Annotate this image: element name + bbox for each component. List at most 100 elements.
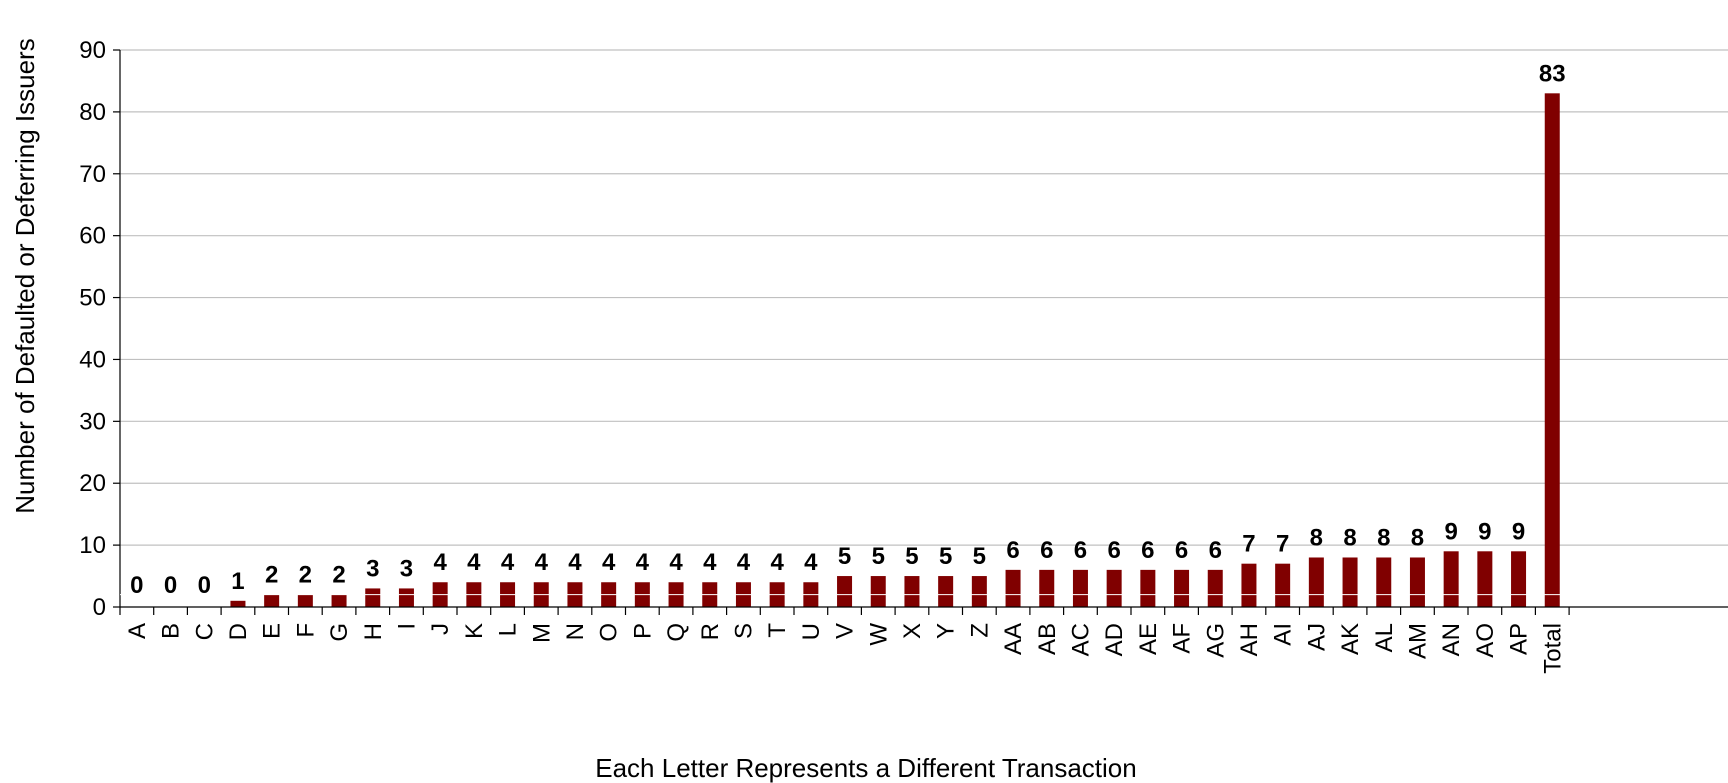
data-label-C: 0: [198, 572, 211, 599]
bar-G: [331, 594, 347, 607]
x-axis-title: Each Letter Represents a Different Trans…: [595, 753, 1136, 783]
bar-I: [398, 588, 414, 607]
x-tick-label-V: V: [832, 623, 859, 639]
x-tick-label-Z: Z: [966, 623, 993, 638]
y-tick-label: 10: [79, 532, 106, 559]
y-tick-label: 20: [79, 470, 106, 497]
bar-AI: [1275, 563, 1291, 607]
y-tick-label: 60: [79, 223, 106, 250]
bar-H: [365, 588, 381, 607]
data-label-S: 4: [737, 549, 751, 576]
data-label-D: 1: [231, 568, 244, 595]
data-label-AH: 7: [1242, 531, 1255, 558]
bar-Y: [938, 576, 954, 607]
data-label-AF: 6: [1175, 537, 1188, 564]
x-tick-label-M: M: [528, 623, 555, 643]
x-tick-label-H: H: [360, 623, 387, 640]
x-tick-label-AN: AN: [1438, 623, 1465, 656]
data-label-Z: 5: [973, 543, 986, 570]
bar-AB: [1039, 569, 1055, 607]
data-label-AO: 9: [1478, 518, 1491, 545]
bar-AE: [1140, 569, 1156, 607]
data-label-P: 4: [636, 549, 650, 576]
data-label-K: 4: [467, 549, 481, 576]
x-tick-label-U: U: [798, 623, 825, 640]
bar-AD: [1106, 569, 1122, 607]
x-tick-label-A: A: [124, 623, 151, 639]
x-tick-label-AA: AA: [1000, 623, 1027, 655]
data-label-R: 4: [703, 549, 717, 576]
x-tick-label-AP: AP: [1506, 623, 1533, 655]
gridlines: [120, 49, 1728, 546]
x-tick-label-AF: AF: [1169, 623, 1196, 654]
bar-AP: [1511, 551, 1527, 607]
data-label-AM: 8: [1411, 524, 1424, 551]
data-label-E: 2: [265, 562, 278, 589]
x-tick-label-AO: AO: [1472, 623, 1499, 658]
data-label-F: 2: [299, 562, 312, 589]
x-tick-label-AD: AD: [1101, 623, 1128, 656]
x-tick-label-AJ: AJ: [1303, 623, 1330, 651]
bar-V: [837, 576, 853, 607]
x-tick-label-Y: Y: [933, 623, 960, 639]
data-label-N: 4: [568, 549, 582, 576]
bar-X: [904, 576, 920, 607]
y-tick-label: 40: [79, 346, 106, 373]
bar-Total: [1544, 93, 1560, 608]
bar-AA: [1005, 569, 1021, 607]
x-tick-label-L: L: [495, 623, 522, 636]
data-label-AA: 6: [1006, 537, 1019, 564]
bar-AH: [1241, 563, 1257, 607]
data-label-Q: 4: [669, 549, 683, 576]
data-label-AG: 6: [1209, 537, 1222, 564]
y-axis: 0 10 20 30 40 50 60 70 80 90: [79, 37, 121, 621]
y-tick-label: 70: [79, 161, 106, 188]
data-label-M: 4: [535, 549, 549, 576]
data-label-AB: 6: [1040, 537, 1053, 564]
bars: [120, 93, 1728, 608]
x-tick-label-R: R: [697, 623, 724, 640]
bar-AK: [1342, 557, 1358, 607]
x-tick-label-J: J: [427, 623, 454, 635]
x-tick-label-E: E: [259, 623, 286, 639]
y-tick-label: 30: [79, 408, 106, 435]
x-tick-label-T: T: [764, 623, 791, 638]
x-tick-label-AK: AK: [1337, 623, 1364, 655]
x-tick-label-F: F: [292, 623, 319, 638]
y-tick-label: 0: [93, 594, 106, 621]
x-tick-label-K: K: [461, 623, 488, 639]
y-tick-label: 90: [79, 37, 106, 64]
data-label-X: 5: [905, 543, 918, 570]
data-label-AL: 8: [1377, 524, 1390, 551]
bar-AG: [1207, 569, 1223, 607]
data-label-AD: 6: [1107, 537, 1120, 564]
bar-AJ: [1308, 557, 1324, 607]
x-tick-label-N: N: [562, 623, 589, 640]
data-label-AP: 9: [1512, 518, 1525, 545]
data-label-A: 0: [130, 572, 143, 599]
bar-F: [297, 594, 313, 607]
y-tick-label: 50: [79, 285, 106, 312]
x-tick-label-W: W: [865, 623, 892, 646]
bar-AL: [1376, 557, 1392, 607]
data-label-AN: 9: [1444, 518, 1457, 545]
bar-Z: [971, 576, 987, 607]
x-tick-label-B: B: [158, 623, 185, 639]
bar-AF: [1174, 569, 1190, 607]
bar-W: [870, 576, 886, 607]
x-tick-label-S: S: [730, 623, 757, 639]
x-tick-label-AL: AL: [1371, 623, 1398, 652]
bar-AN: [1443, 551, 1459, 607]
bar-AM: [1409, 557, 1425, 607]
data-label-AE: 6: [1141, 537, 1154, 564]
x-tick-label-G: G: [326, 623, 353, 642]
x-tick-label-AM: AM: [1404, 623, 1431, 659]
x-tick-label-Total: Total: [1539, 623, 1566, 674]
x-tick-label-AI: AI: [1270, 623, 1297, 646]
data-label-AI: 7: [1276, 531, 1289, 558]
data-label-AC: 6: [1074, 537, 1087, 564]
data-label-T: 4: [770, 549, 784, 576]
x-tick-label-O: O: [596, 623, 623, 642]
x-tick-label-P: P: [629, 623, 656, 639]
